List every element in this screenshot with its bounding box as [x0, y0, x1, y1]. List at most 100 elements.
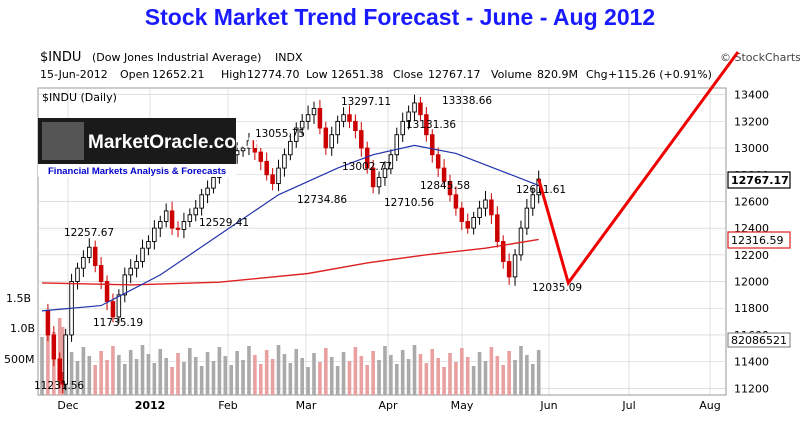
volume-bar [46, 323, 50, 395]
candle-body [435, 154, 441, 169]
volume-label: Volume [491, 68, 532, 81]
price-annotation: 13338.66 [442, 95, 492, 107]
volume-bars [40, 318, 541, 395]
candle-body [116, 294, 122, 318]
high-label: High [221, 68, 246, 81]
y-tick-label: 13000 [734, 142, 769, 155]
candle-body [110, 301, 116, 318]
volume-bar [471, 366, 476, 395]
candle-body [388, 154, 394, 170]
candle-body [359, 130, 364, 149]
volume-bar [158, 349, 163, 395]
gridlines [38, 88, 726, 395]
candle-body [282, 154, 287, 169]
candle-body [258, 151, 264, 162]
open-label: Open [120, 68, 149, 81]
candle-body [252, 140, 258, 153]
panel-label: $INDU (Daily) [42, 91, 117, 104]
volume-bar [199, 366, 204, 395]
candle-body [158, 221, 163, 229]
source-credit: © StockCharts.com [720, 51, 800, 64]
exchange-label: INDX [275, 51, 303, 64]
price-annotation: 12734.86 [297, 194, 347, 206]
marketoracle-logo: MarketOracle.co.uk Financial Markets Ana… [38, 118, 264, 177]
volume-bar [75, 361, 80, 395]
open-value: 12652.21 [152, 68, 205, 81]
volume-bar [335, 366, 340, 395]
candle-body [246, 140, 252, 149]
candle-body [524, 207, 530, 229]
ma-long-line [41, 238, 539, 286]
candle-body [45, 310, 51, 336]
candle-body [453, 194, 459, 209]
volume-bar [347, 361, 352, 395]
candle-body [406, 111, 411, 122]
volume-bar [193, 357, 198, 395]
candle-body [51, 334, 57, 360]
candle-body [146, 241, 151, 249]
volume-bar [258, 364, 263, 395]
volume-bar [164, 358, 168, 395]
y-tick-label: 11200 [734, 382, 769, 395]
volume-bar [99, 351, 103, 395]
candle-body [81, 257, 86, 269]
volume-bar [353, 347, 358, 395]
volume-bar [501, 365, 506, 395]
x-axis-ticks: Dec 2012 Feb Mar Apr May Jun Jul Aug [57, 399, 720, 412]
x-tick-label: Dec [57, 399, 78, 412]
ma-long-badge [727, 231, 791, 249]
candle-body [264, 160, 269, 176]
symbol-label: $INDU [40, 50, 81, 65]
candle-body [270, 174, 275, 185]
candle-body [140, 247, 145, 262]
forecast-line [537, 51, 740, 287]
volume-bar [324, 348, 328, 395]
y-tick-label: 12000 [734, 276, 769, 289]
candle-body [288, 140, 293, 156]
candle-body [329, 134, 334, 149]
candle-body [483, 199, 488, 209]
volume-bar [152, 363, 157, 395]
volume-bar [111, 346, 115, 395]
volume-bar [60, 327, 65, 395]
volume-bar [465, 357, 470, 395]
volume-bar [146, 354, 151, 395]
change-value: +115.26 (+0.91%) [608, 68, 712, 81]
price-annotation: 13297.11 [341, 96, 391, 108]
volume-bar [288, 363, 293, 395]
logo-figure-icon [42, 122, 84, 160]
high-value: 12774.70 [247, 68, 300, 81]
volume-bar [253, 355, 257, 395]
change-label: Chg [586, 68, 608, 81]
candle-body [169, 210, 175, 229]
moving-averages [41, 144, 539, 312]
volume-bar [448, 353, 452, 395]
price-annotation: 11231.56 [34, 380, 84, 392]
volume-bar [460, 348, 464, 395]
volume-bar [87, 356, 92, 395]
volume-bar [176, 353, 180, 395]
candle-body [506, 261, 512, 278]
candle-body [323, 127, 329, 149]
volume-bar [483, 361, 488, 395]
y-tick-label: 12600 [734, 195, 769, 208]
chart-title: Stock Market Trend Forecast - June - Aug… [144, 4, 656, 30]
candle-body [500, 241, 506, 262]
volume-bar [389, 355, 393, 395]
volume-bar [182, 362, 186, 395]
volume-bar [140, 345, 145, 395]
volume-bar [93, 365, 98, 395]
volume-bar [318, 362, 322, 395]
volume-bar [276, 345, 281, 395]
volume-bar [188, 348, 192, 395]
price-annotation: 13131.36 [406, 119, 456, 131]
low-label: Low [306, 68, 328, 81]
candle-body [134, 261, 139, 269]
candle-body [382, 168, 388, 178]
index-name: (Dow Jones Industrial Average) [92, 51, 261, 64]
candle-body [370, 167, 376, 188]
x-tick-label: Apr [378, 399, 398, 412]
logo-name: MarketOracle.co.uk [88, 132, 264, 153]
candle-body [418, 102, 423, 116]
volume-bar [477, 352, 482, 395]
